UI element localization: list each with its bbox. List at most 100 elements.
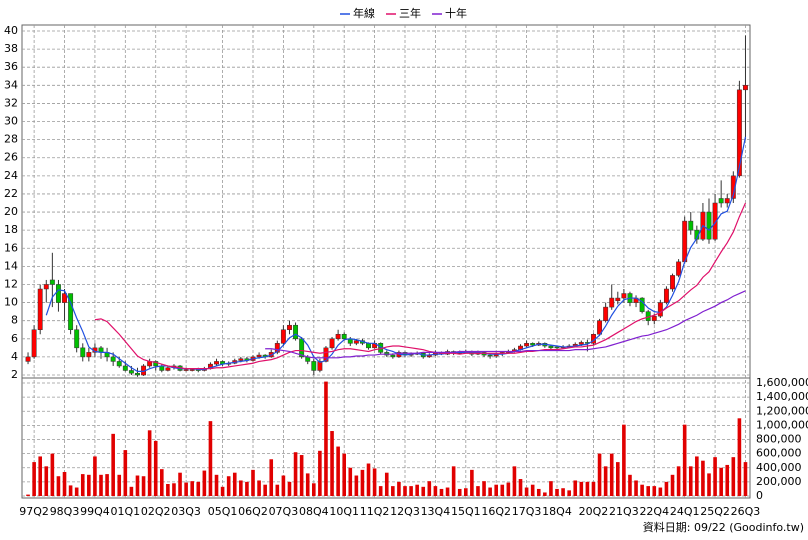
volume-bar (518, 479, 523, 496)
x-tick-label: 25Q2 (700, 505, 730, 518)
candle-body (116, 361, 122, 367)
candle-body (274, 343, 280, 353)
volume-bar (330, 431, 334, 496)
volume-bar (695, 456, 699, 496)
candle-body (682, 220, 688, 263)
volume-bar (80, 474, 85, 496)
volume-bar (166, 483, 170, 496)
candle-body (189, 369, 195, 371)
volume-bar (688, 466, 693, 496)
volume-bar (658, 487, 663, 496)
x-tick-label: 10Q1 (329, 505, 359, 518)
y-tick-label: 36 (4, 60, 18, 73)
volume-bar (208, 421, 213, 496)
y2-tick-label: 600,000 (756, 447, 802, 460)
candle-body (554, 346, 560, 349)
volume-bar (555, 488, 559, 496)
volume-bar (135, 475, 140, 496)
y2-tick-label: 800,000 (756, 433, 802, 446)
volume-bar (275, 484, 280, 496)
candle-body (74, 329, 80, 349)
candle-body (335, 334, 341, 340)
candle-body (37, 288, 43, 330)
y-tick-label: 24 (4, 169, 18, 182)
volume-bar (731, 457, 736, 496)
y-tick-label: 30 (4, 115, 18, 128)
y-tick-label: 28 (4, 133, 18, 146)
volume-bar (500, 484, 505, 496)
volume-bar (372, 468, 377, 496)
volume-bar (105, 474, 109, 496)
y-tick-label: 38 (4, 42, 18, 55)
candle-body (639, 297, 645, 312)
volume-bar (451, 466, 456, 496)
x-tick-label: 21Q3 (609, 505, 639, 518)
candle-body (323, 347, 329, 362)
volume-bar (561, 488, 565, 496)
volume-bar (184, 482, 188, 496)
volume-bar (616, 462, 620, 496)
candle-body (110, 356, 116, 362)
x-tick-label: 11Q2 (360, 505, 390, 518)
x-tick-label: 24Q1 (670, 505, 700, 518)
volume-bar (433, 486, 438, 496)
candle-body (712, 202, 718, 240)
candle-body (68, 293, 74, 330)
volume-bar (111, 433, 115, 496)
y2-tick-label: 1,400,000 (756, 390, 808, 403)
volume-bar (603, 466, 608, 496)
candle-body (676, 261, 682, 276)
candle-body (663, 288, 669, 303)
volume-bar (427, 481, 432, 496)
candle-body (621, 293, 627, 299)
y-tick-label: 12 (4, 277, 18, 290)
candle-body (256, 354, 262, 358)
volume-bar (409, 486, 413, 496)
volume-bar (464, 488, 468, 496)
y-tick-label: 40 (4, 24, 18, 37)
volume-bar (202, 470, 207, 496)
volume-bar (263, 484, 267, 496)
volume-bar (305, 473, 310, 496)
volume-bar (530, 484, 535, 496)
volume-bar (573, 480, 578, 496)
volume-bar (178, 472, 182, 496)
x-tick-label: 98Q3 (50, 505, 80, 518)
x-tick-label: 02Q2 (141, 505, 171, 518)
volume-bar (524, 487, 529, 496)
volume-bar (421, 486, 426, 496)
candle-body (688, 220, 694, 231)
volume-bar (366, 463, 371, 496)
legend-label: 年線 (353, 6, 375, 20)
volume-bar (470, 469, 474, 496)
candle-body (153, 361, 159, 367)
candle-body (353, 340, 359, 344)
candle-body (603, 306, 609, 321)
y-tick-label: 16 (4, 241, 18, 254)
candle-body (530, 343, 536, 346)
volume-bar (26, 494, 30, 496)
candle-body (724, 198, 730, 204)
volume-bar (74, 487, 79, 496)
x-tick-label: 15Q1 (451, 505, 481, 518)
candle-body (548, 345, 554, 349)
volume-bar (482, 481, 486, 496)
x-tick-label: 18Q4 (542, 505, 572, 518)
y-tick-label: 34 (4, 78, 18, 91)
volume-bar (50, 453, 55, 496)
candle-body (122, 365, 128, 371)
candle-body (706, 211, 712, 240)
volume-bar (676, 466, 681, 496)
volume-bar (713, 457, 717, 496)
candle-body (55, 284, 61, 303)
volume-bar (579, 481, 584, 496)
volume-bar (117, 474, 122, 496)
y2-tick-label: 1,200,000 (756, 404, 808, 417)
volume-bar (147, 430, 152, 496)
volume-bar (93, 456, 97, 496)
ma-line (94, 202, 747, 370)
candle-body (128, 370, 134, 374)
volume-bar (348, 467, 353, 496)
volume-bar (354, 475, 359, 496)
